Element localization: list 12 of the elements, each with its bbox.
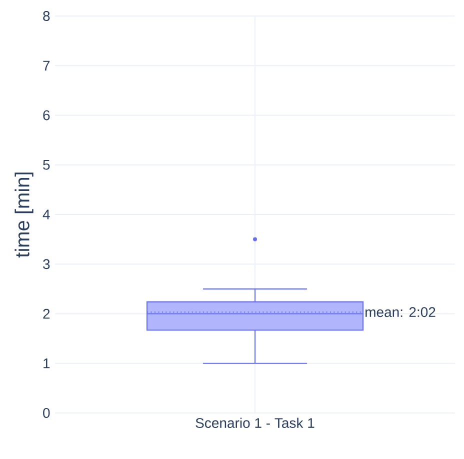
x-tick-label: Scenario 1 - Task 1	[196, 418, 314, 428]
y-tick-label: 5	[43, 160, 50, 170]
y-tick-label: 8	[43, 11, 50, 21]
y-tick-label: 7	[43, 60, 50, 70]
annotation: mean: 2:02	[366, 307, 436, 318]
y-axis-title: time [min]	[14, 172, 34, 258]
y-tick-label: 4	[42, 210, 50, 220]
y-tick-label: 0	[43, 408, 50, 418]
y-tick-label: 2	[43, 308, 50, 319]
y-tick-label: 3	[43, 259, 50, 270]
y-tick-label: 6	[43, 110, 50, 120]
y-tick-label: 1	[44, 358, 50, 368]
